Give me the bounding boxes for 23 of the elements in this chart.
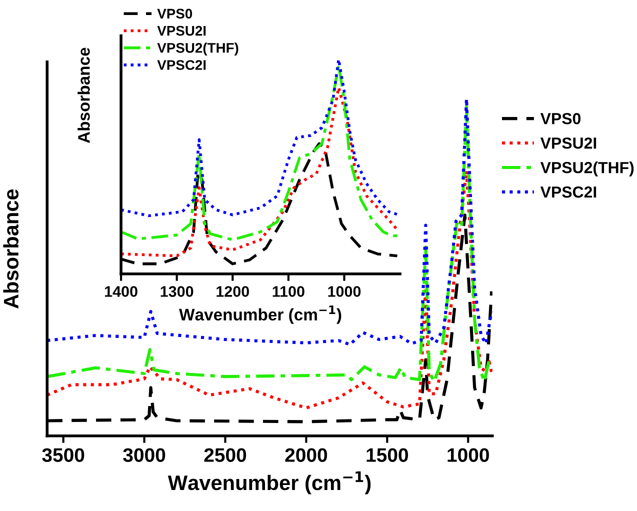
legend-label: VPS0 bbox=[540, 112, 581, 124]
legend-label: VPS0 bbox=[157, 8, 192, 19]
legend-label: VPSU2(THF) bbox=[540, 162, 634, 176]
legend-label: VPSU2I bbox=[157, 26, 206, 36]
x-axis-title: Wavenumber (cm$^{−1}$) bbox=[179, 306, 342, 324]
x-tick-label: 3500 bbox=[42, 448, 84, 462]
x-tick-label: 2000 bbox=[285, 448, 328, 462]
legend-label: VPSU2I bbox=[540, 137, 596, 149]
x-tick-label: 1000 bbox=[328, 286, 361, 297]
y-axis-title: Absorbance bbox=[78, 48, 90, 144]
x-axis-title: Wavenumber (cm$^{−1}$) bbox=[168, 471, 371, 494]
x-tick-label: 1500 bbox=[366, 448, 408, 462]
x-tick-label: 1400 bbox=[105, 286, 138, 297]
legend-label: VPSU2(THF) bbox=[157, 42, 238, 56]
y-axis-title: Absorbance bbox=[3, 189, 19, 309]
x-tick-label: 3000 bbox=[123, 448, 166, 462]
x-tick-label: 1100 bbox=[272, 286, 304, 297]
x-tick-label: 1000 bbox=[448, 448, 489, 462]
x-tick-label: 1300 bbox=[160, 286, 194, 297]
x-tick-label: 2500 bbox=[204, 448, 246, 462]
legend-label: VPSC2I bbox=[157, 60, 206, 70]
legend-label: VPSC2I bbox=[540, 186, 596, 198]
x-tick-label: 1200 bbox=[216, 286, 249, 297]
